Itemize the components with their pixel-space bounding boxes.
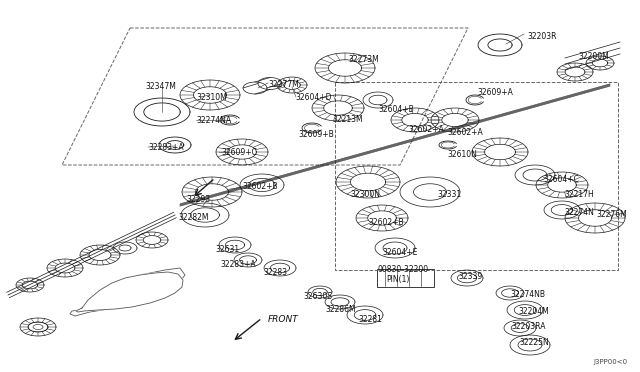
Text: 32630S: 32630S bbox=[303, 292, 332, 301]
Text: 32282M: 32282M bbox=[178, 213, 209, 222]
Text: 32276M: 32276M bbox=[596, 210, 627, 219]
Text: 32631: 32631 bbox=[215, 245, 239, 254]
Text: 32610N: 32610N bbox=[447, 150, 477, 159]
Text: 32277M: 32277M bbox=[268, 80, 299, 89]
Text: 32604+E: 32604+E bbox=[382, 248, 417, 257]
Text: 32604+D: 32604+D bbox=[295, 93, 332, 102]
Text: J3PP00<0: J3PP00<0 bbox=[594, 359, 628, 365]
Text: 32217H: 32217H bbox=[564, 190, 594, 199]
Text: 32602+B: 32602+B bbox=[368, 218, 404, 227]
Text: 32602+A: 32602+A bbox=[408, 125, 444, 134]
Text: 32339: 32339 bbox=[458, 272, 483, 281]
Text: FRONT: FRONT bbox=[268, 315, 299, 324]
Text: 32274NB: 32274NB bbox=[510, 290, 545, 299]
Text: 32213M: 32213M bbox=[332, 115, 363, 124]
Text: 32203R: 32203R bbox=[527, 32, 557, 41]
Text: 32274NA: 32274NA bbox=[196, 116, 231, 125]
Text: 32604+B: 32604+B bbox=[378, 105, 413, 114]
Text: 32283: 32283 bbox=[263, 268, 287, 277]
Text: 32283+A: 32283+A bbox=[148, 143, 184, 152]
Text: 32331: 32331 bbox=[437, 190, 461, 199]
Text: 32609+A: 32609+A bbox=[477, 88, 513, 97]
Text: 32602+B: 32602+B bbox=[242, 182, 278, 191]
Text: 32310M: 32310M bbox=[196, 93, 227, 102]
Text: 32347M: 32347M bbox=[145, 82, 176, 91]
Text: 00830-32200: 00830-32200 bbox=[378, 265, 429, 274]
Text: 32609+B: 32609+B bbox=[298, 130, 333, 139]
Text: 32203RA: 32203RA bbox=[511, 322, 545, 331]
Text: 32293: 32293 bbox=[186, 195, 210, 204]
Text: 32609+C: 32609+C bbox=[221, 148, 257, 157]
Text: PIN(1): PIN(1) bbox=[386, 275, 410, 284]
Text: 32300N: 32300N bbox=[350, 190, 380, 199]
Text: 32273M: 32273M bbox=[348, 55, 379, 64]
Text: 32225N: 32225N bbox=[519, 338, 548, 347]
Text: 32200M: 32200M bbox=[578, 52, 609, 61]
Polygon shape bbox=[76, 272, 183, 312]
Text: 32204M: 32204M bbox=[518, 307, 548, 316]
Text: 32274N: 32274N bbox=[564, 208, 594, 217]
Text: 32604+C: 32604+C bbox=[543, 175, 579, 184]
Text: 32602+A: 32602+A bbox=[447, 128, 483, 137]
Text: 32286M: 32286M bbox=[325, 305, 356, 314]
Text: 32281: 32281 bbox=[358, 315, 382, 324]
Text: 32283+A: 32283+A bbox=[220, 260, 255, 269]
